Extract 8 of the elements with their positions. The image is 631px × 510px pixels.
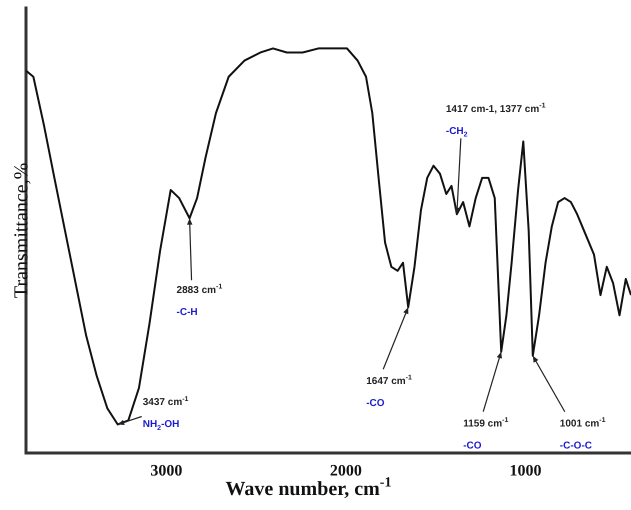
annotation: -C-H (176, 307, 198, 318)
y-axis-title: Transmittance,% (10, 162, 32, 298)
x-tick-label: 2000 (330, 462, 362, 480)
x-tick-label: 3000 (150, 462, 182, 480)
annotation: -CO (366, 398, 385, 409)
annotation: -CO (463, 440, 482, 452)
annotation: -C-O-C (560, 440, 592, 452)
x-tick-label: 1000 (509, 462, 542, 480)
